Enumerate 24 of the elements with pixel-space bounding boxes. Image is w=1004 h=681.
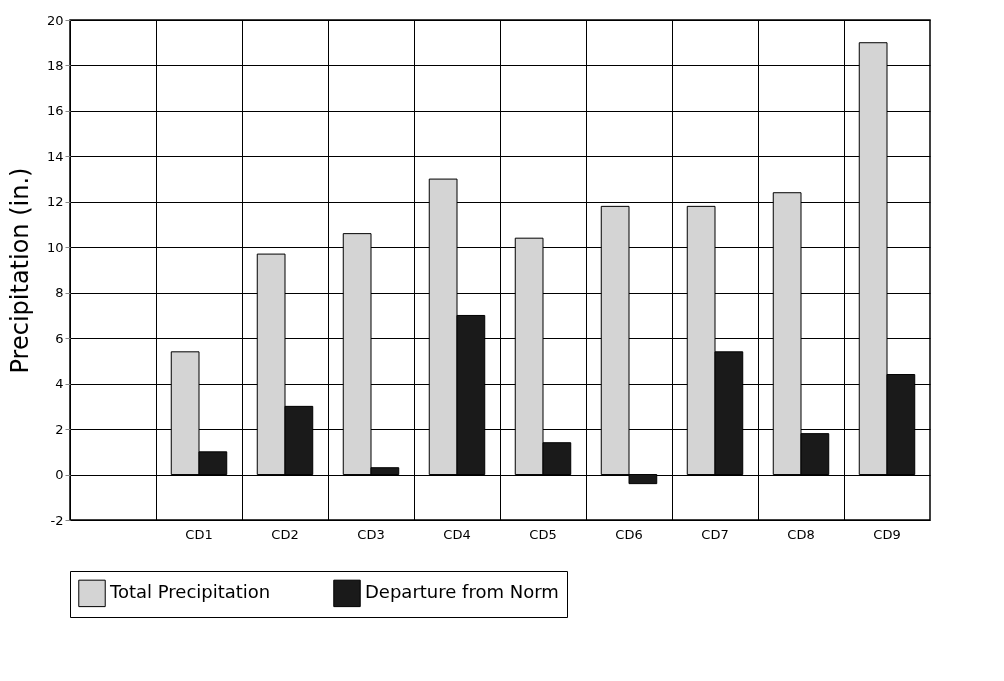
- y-tick-label: 0: [55, 467, 64, 483]
- y-tick-label: 4: [55, 376, 64, 392]
- x-tick-label: CD5: [529, 526, 557, 542]
- legend-label: Total Precipitation: [109, 581, 271, 603]
- x-tick-label: CD7: [701, 526, 729, 542]
- y-tick-label: 20: [46, 12, 64, 28]
- y-tick-label: 2: [55, 421, 64, 437]
- y-tick-label: 8: [55, 285, 64, 301]
- x-tick-label: CD4: [443, 526, 471, 542]
- x-tick-label: CD2: [271, 526, 299, 542]
- x-tick-label: CD9: [873, 526, 901, 542]
- y-tick-label: 12: [46, 194, 64, 210]
- y-tick-label: -2: [50, 512, 64, 528]
- y-tick-label: 14: [46, 148, 64, 164]
- y-tick-label: 16: [46, 103, 64, 119]
- x-tick-label: CD1: [185, 526, 213, 542]
- x-tick-label: CD3: [357, 526, 385, 542]
- x-tick-label: CD6: [615, 526, 643, 542]
- x-tick-label: CD8: [787, 526, 815, 542]
- y-tick-label: 18: [46, 57, 64, 73]
- y-tick-label: 6: [55, 330, 64, 346]
- y-tick-label: 10: [46, 239, 64, 255]
- y-axis-title: Precipitation (in.): [5, 167, 34, 374]
- legend-label: Departure from Norm: [365, 581, 559, 603]
